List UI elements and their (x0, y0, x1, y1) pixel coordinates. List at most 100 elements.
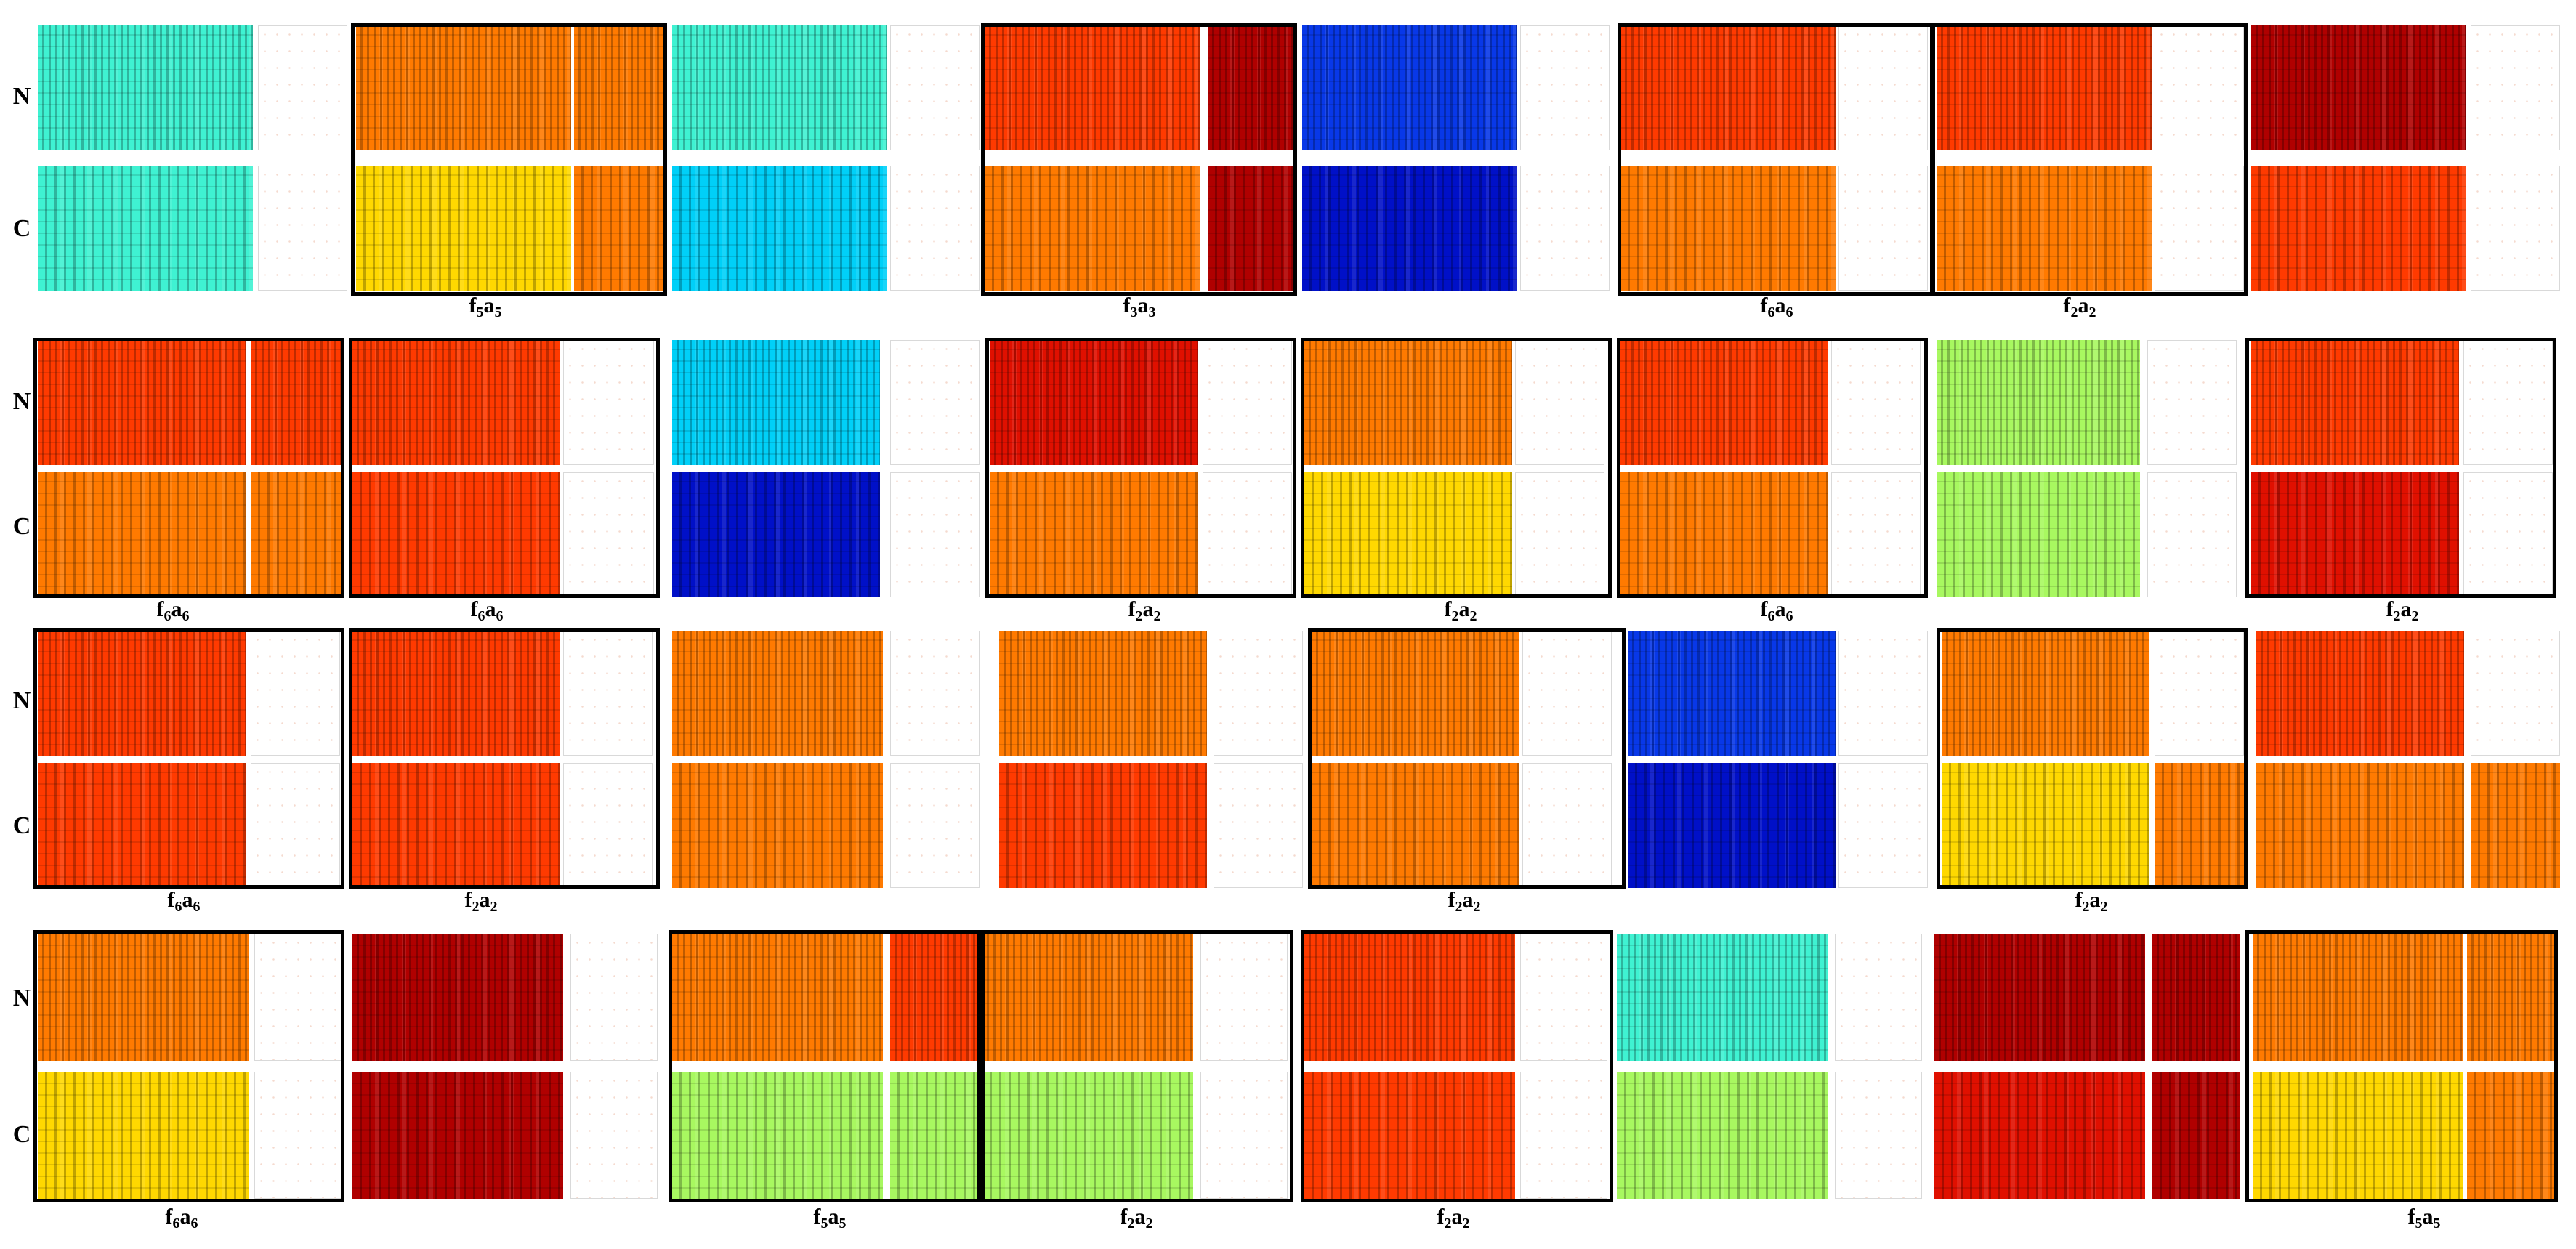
clean-mask (1838, 763, 1928, 888)
noisy-mask (2147, 340, 2237, 465)
row-label-clean: C (12, 1121, 31, 1148)
row-label-clean: C (12, 812, 31, 839)
clean-spectrogram (2256, 763, 2464, 888)
clean-mask (1522, 763, 1612, 888)
clean-spectrogram (38, 166, 253, 291)
clean-mask (563, 472, 654, 597)
noisy-mask (1520, 25, 1610, 150)
noisy-mask (2471, 631, 2560, 756)
caption-g4c5: f5a5 (2407, 1205, 2441, 1232)
noisy-spectrogram (985, 25, 1200, 150)
noisy-mask (890, 934, 977, 1061)
clean-mask (258, 166, 347, 291)
noisy-mask (563, 340, 654, 465)
noisy-spectrogram (1302, 25, 1517, 150)
noisy-spectrogram (1617, 934, 1828, 1061)
clean-spectrogram (990, 472, 1198, 597)
caption-g1c3: f6a6 (1760, 294, 1793, 320)
row-label-clean: C (12, 215, 31, 242)
noisy-spectrogram (1620, 340, 1828, 465)
clean-spectrogram (2251, 166, 2466, 291)
clean-spectrogram (352, 1072, 563, 1199)
clean-mask (1831, 472, 1921, 597)
clean-spectrogram (352, 763, 560, 888)
noisy-mask (2155, 631, 2244, 756)
noisy-spectrogram (1620, 25, 1836, 150)
noisy-spectrogram (672, 934, 883, 1061)
noisy-mask (1214, 631, 1303, 756)
clean-mask (2471, 763, 2560, 888)
clean-mask (890, 763, 980, 888)
clean-spectrogram (1620, 472, 1828, 597)
caption-g3c2: f2a2 (464, 888, 498, 915)
noisy-mask (1515, 340, 1604, 465)
clean-mask (251, 763, 340, 888)
caption-g2c2: f6a6 (470, 597, 504, 624)
clean-mask (1208, 166, 1297, 291)
clean-mask (2152, 1072, 2240, 1199)
clean-mask (890, 1072, 977, 1199)
clean-mask (1515, 472, 1604, 597)
noisy-mask (890, 25, 980, 150)
caption-g2c5: f6a6 (1760, 597, 1793, 624)
clean-mask (890, 166, 980, 291)
clean-spectrogram (1302, 166, 1517, 291)
noisy-mask (251, 631, 340, 756)
noisy-spectrogram (990, 340, 1198, 465)
caption-g4c2: f5a5 (813, 1205, 847, 1232)
clean-spectrogram (38, 1072, 249, 1199)
noisy-mask (2467, 934, 2554, 1061)
clean-spectrogram (999, 763, 1207, 888)
noisy-spectrogram (352, 631, 560, 756)
noisy-spectrogram (38, 631, 246, 756)
clean-mask (1520, 1072, 1607, 1199)
clean-mask (1200, 1072, 1288, 1199)
noisy-spectrogram (1312, 631, 1519, 756)
noisy-spectrogram (1934, 934, 2145, 1061)
noisy-spectrogram (356, 25, 571, 150)
noisy-spectrogram (1937, 340, 2140, 465)
clean-mask (1835, 1072, 1922, 1199)
noisy-mask (563, 631, 653, 756)
noisy-spectrogram (1942, 631, 2149, 756)
clean-spectrogram (985, 166, 1200, 291)
clean-mask (2463, 472, 2553, 597)
clean-spectrogram (1628, 763, 1836, 888)
clean-mask (1838, 166, 1928, 291)
noisy-mask (1831, 340, 1921, 465)
noisy-spectrogram (38, 340, 246, 465)
clean-mask (2147, 472, 2237, 597)
clean-spectrogram (1617, 1072, 1828, 1199)
noisy-spectrogram (38, 25, 253, 150)
clean-spectrogram (1937, 166, 2152, 291)
clean-spectrogram (1620, 166, 1836, 291)
noisy-mask (2463, 340, 2553, 465)
clean-spectrogram (38, 472, 246, 597)
clean-mask (1214, 763, 1303, 888)
row-label-clean: C (12, 513, 31, 540)
caption-g2c3: f2a2 (1128, 597, 1161, 624)
clean-spectrogram (982, 1072, 1193, 1199)
noisy-mask (258, 25, 347, 150)
noisy-mask (1208, 25, 1297, 150)
row-label-noisy: N (12, 83, 31, 110)
caption-g1c4: f2a2 (2063, 294, 2096, 320)
clean-mask (890, 472, 980, 597)
noisy-mask (1520, 934, 1607, 1061)
clean-mask (2467, 1072, 2554, 1199)
noisy-spectrogram (1628, 631, 1836, 756)
noisy-spectrogram (352, 934, 563, 1061)
noisy-mask (1203, 340, 1292, 465)
noisy-spectrogram (982, 934, 1193, 1061)
caption-g4c1: f6a6 (165, 1205, 198, 1232)
row-label-noisy: N (12, 388, 31, 415)
caption-g3c3: f2a2 (1448, 888, 1481, 915)
clean-mask (251, 472, 342, 597)
noisy-spectrogram (2251, 25, 2466, 150)
noisy-spectrogram (999, 631, 1207, 756)
caption-g3c4: f2a2 (2075, 888, 2108, 915)
clean-spectrogram (1934, 1072, 2145, 1199)
clean-mask (570, 1072, 658, 1199)
clean-mask (574, 166, 663, 291)
